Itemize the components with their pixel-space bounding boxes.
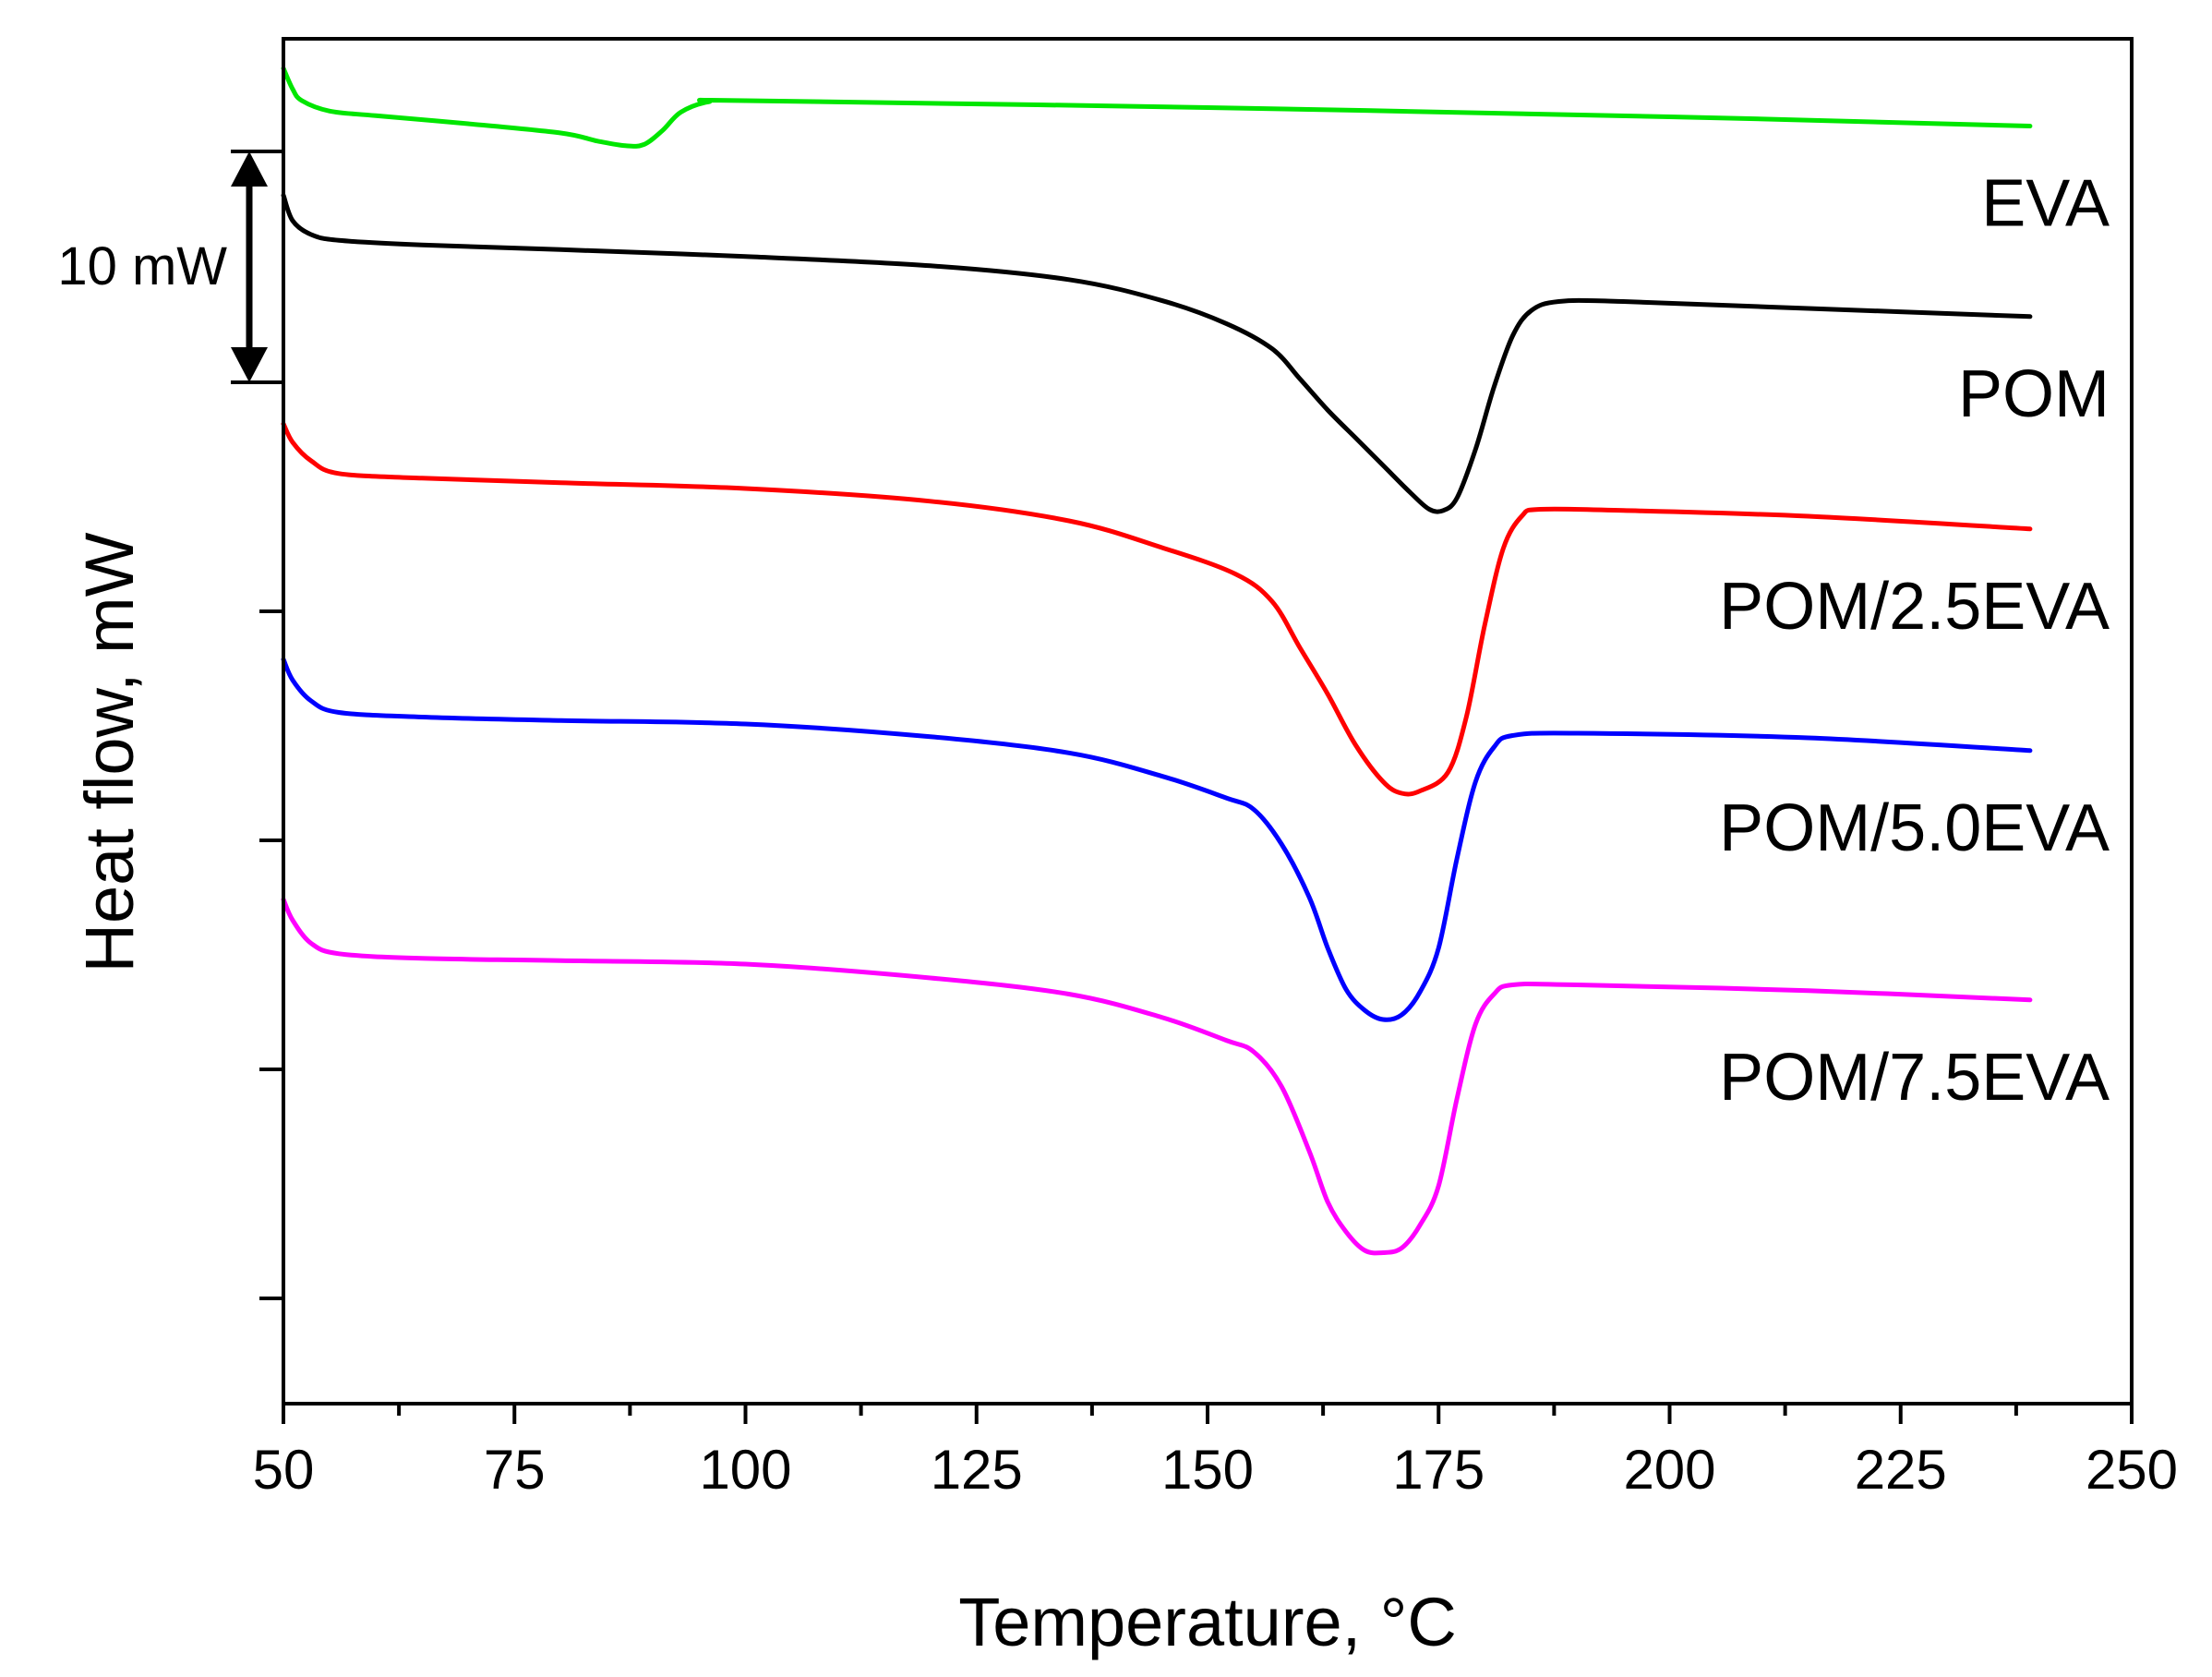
series-line-0 xyxy=(281,66,2033,149)
x-tick-label: 125 xyxy=(931,1439,1023,1501)
series-label-4: POM/7.5EVA xyxy=(1719,1041,2110,1115)
series-line-1 xyxy=(281,193,2033,514)
series-label-1: POM xyxy=(1958,357,2110,431)
x-tick-label: 50 xyxy=(253,1439,315,1501)
scale-bar-label: 10 mW xyxy=(57,236,227,296)
scale-bar: 10 mW xyxy=(57,150,283,384)
series-line-2 xyxy=(281,421,2033,797)
scale-bar-arrow-down xyxy=(231,347,268,382)
scale-bar-arrow-up xyxy=(231,151,268,187)
series-label-2: POM/2.5EVA xyxy=(1719,570,2110,644)
x-tick-label: 75 xyxy=(484,1439,546,1501)
x-tick-label: 200 xyxy=(1623,1439,1715,1501)
series-line-3 xyxy=(281,657,2033,1022)
x-tick-label: 175 xyxy=(1392,1439,1485,1501)
x-tick-label: 225 xyxy=(1855,1439,1947,1501)
series-line-4 xyxy=(281,897,2033,1256)
x-axis-title: Temperature, °C xyxy=(958,1584,1457,1660)
x-tick-label: 100 xyxy=(699,1439,791,1501)
series-label-3: POM/5.0EVA xyxy=(1719,791,2110,865)
series-label-0: EVA xyxy=(1981,167,2110,241)
x-tick-label: 150 xyxy=(1161,1439,1254,1501)
y-axis-title: Heat flow, mW xyxy=(71,532,148,972)
x-tick-label: 250 xyxy=(2086,1439,2178,1501)
